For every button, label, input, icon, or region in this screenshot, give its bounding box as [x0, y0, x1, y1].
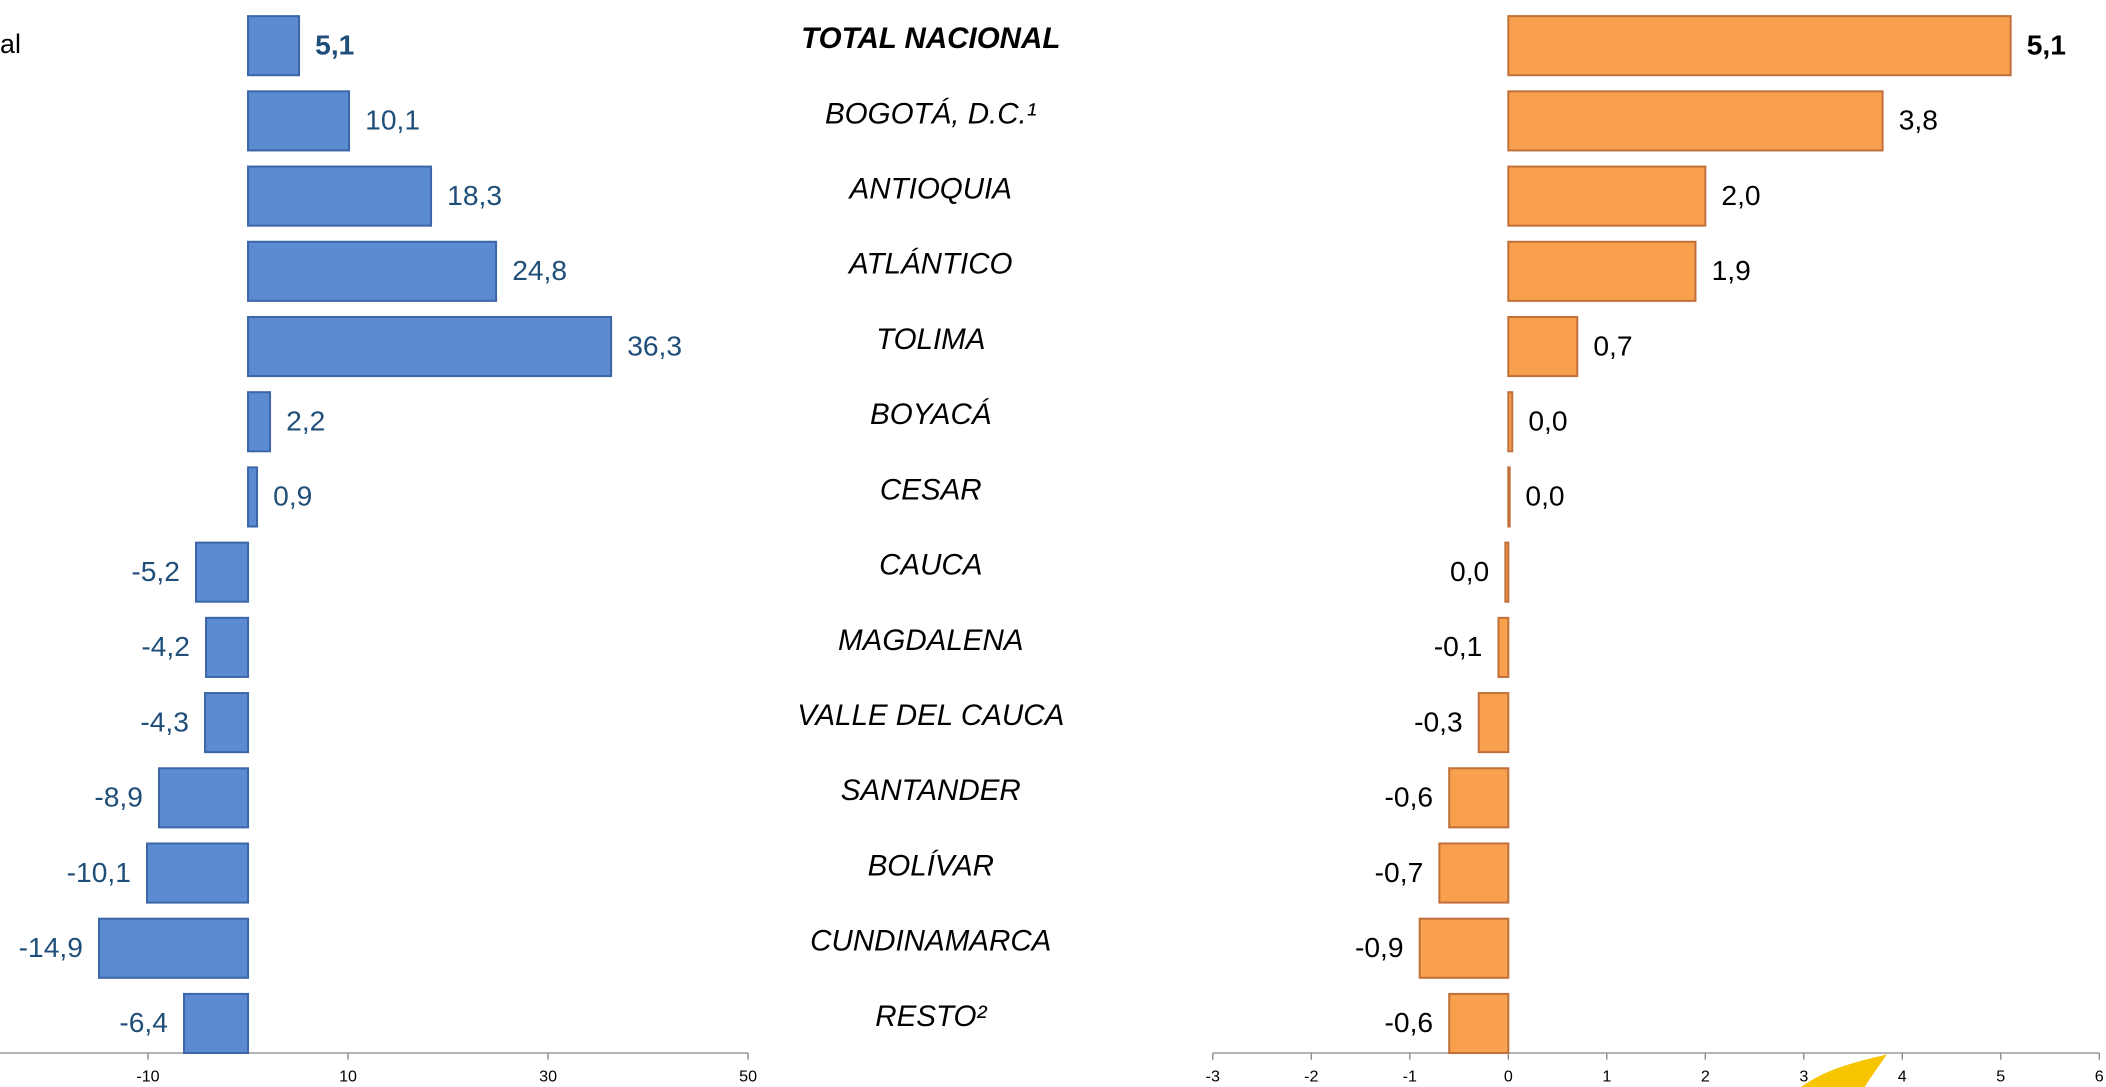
category-label: CAUCA — [879, 549, 982, 582]
bar — [247, 90, 351, 152]
bar — [1504, 541, 1510, 603]
x-tick-label: -3 — [1206, 1067, 1220, 1085]
x-tick-label: 1 — [1602, 1067, 1611, 1085]
bar — [1507, 315, 1579, 378]
bar — [183, 992, 250, 1055]
value-label: -5,2 — [131, 555, 180, 587]
category-label: BOLÍVAR — [868, 849, 994, 882]
category-label: BOGOTÁ, D.C.¹ — [825, 97, 1037, 130]
value-label: 0,9 — [273, 480, 312, 512]
bar — [1507, 240, 1697, 302]
value-label: 24,8 — [512, 254, 567, 286]
bar — [247, 391, 272, 453]
bar — [1448, 992, 1510, 1055]
value-label: -0,3 — [1414, 705, 1463, 737]
bar — [1507, 90, 1884, 152]
x-tick-label: -2 — [1304, 1067, 1318, 1085]
value-label: -0,6 — [1385, 781, 1434, 813]
value-label: -0,6 — [1385, 1006, 1434, 1038]
x-tick-label: 5 — [1996, 1067, 2005, 1085]
category-label: ANTIOQUIA — [848, 173, 1012, 206]
bar — [146, 842, 250, 904]
bar — [98, 917, 250, 979]
category-label: RESTO² — [875, 1000, 987, 1033]
x-tick-label: -10 — [136, 1067, 159, 1085]
x-tick-label: 50 — [739, 1067, 757, 1085]
value-label: 36,3 — [627, 329, 682, 361]
category-label: MAGDALENA — [838, 624, 1023, 657]
value-label: 5,1 — [315, 28, 354, 60]
x-tick-label: 2 — [1701, 1067, 1710, 1085]
bar — [1507, 466, 1511, 528]
value-label: 0,7 — [1593, 329, 1632, 361]
bar — [247, 315, 613, 378]
bar — [1438, 842, 1510, 904]
x-tick-label: 3 — [1799, 1067, 1808, 1085]
x-tick-label: 10 — [339, 1067, 357, 1085]
value-label: 0,0 — [1525, 480, 1564, 512]
category-label: ATLÁNTICO — [847, 248, 1013, 281]
value-label: -0,1 — [1434, 630, 1483, 662]
bar — [1448, 767, 1510, 829]
category-label: TOLIMA — [876, 323, 985, 356]
value-label: 5,1 — [2027, 28, 2066, 60]
value-label: 0,0 — [1450, 555, 1489, 587]
value-label: 10,1 — [365, 104, 420, 136]
value-label: 18,3 — [447, 179, 502, 211]
value-label: -4,3 — [140, 705, 189, 737]
x-tick-label: 6 — [2095, 1067, 2104, 1085]
bar — [1507, 15, 2012, 77]
bar — [204, 692, 250, 754]
category-label: BOYACÁ — [870, 398, 991, 431]
x-tick-label: 30 — [539, 1067, 557, 1085]
category-label: TOTAL NACIONAL — [801, 22, 1060, 55]
category-label: CESAR — [880, 473, 982, 506]
cropped-text: al — [0, 29, 21, 59]
value-label: 3,8 — [1899, 104, 1938, 136]
bar — [195, 541, 250, 603]
value-label: -0,7 — [1375, 856, 1424, 888]
x-tick-label: -1 — [1403, 1067, 1417, 1085]
decoration — [1801, 1054, 1888, 1087]
category-label: VALLE DEL CAUCA — [797, 699, 1064, 732]
bar — [247, 240, 498, 302]
x-tick-label: 0 — [1504, 1067, 1513, 1085]
category-label: SANTANDER — [841, 774, 1021, 807]
value-label: -6,4 — [119, 1006, 168, 1038]
x-tick-label: 4 — [1898, 1067, 1907, 1085]
category-label: CUNDINAMARCA — [810, 925, 1051, 958]
bar — [1497, 616, 1510, 678]
value-label: -10,1 — [67, 856, 131, 888]
value-label: -14,9 — [19, 931, 83, 963]
bar — [247, 466, 259, 528]
bar — [1507, 165, 1707, 227]
bar — [247, 15, 301, 77]
value-label: 2,2 — [286, 405, 325, 437]
value-label: -4,2 — [141, 630, 190, 662]
bar — [1477, 692, 1510, 754]
bar — [1418, 917, 1510, 979]
value-label: 1,9 — [1712, 254, 1751, 286]
bar — [247, 165, 433, 227]
bar — [158, 767, 250, 829]
bar — [205, 616, 250, 678]
value-label: 2,0 — [1721, 179, 1760, 211]
value-label: 0,0 — [1528, 405, 1567, 437]
bar — [1507, 391, 1514, 453]
value-label: -8,9 — [94, 781, 143, 813]
value-label: -0,9 — [1355, 931, 1404, 963]
